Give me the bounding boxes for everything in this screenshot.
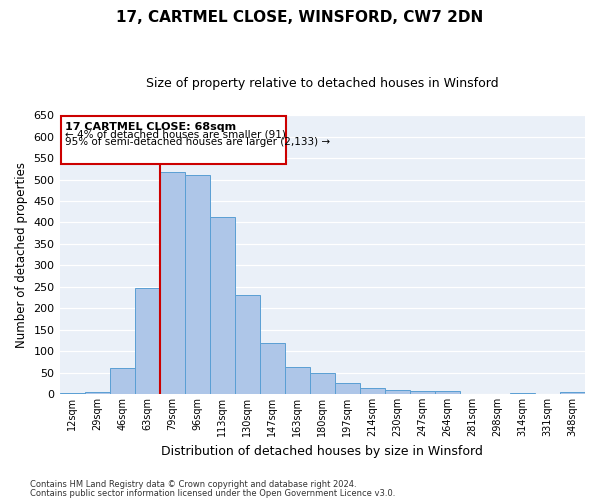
Bar [360,388,385,394]
Bar [435,392,460,394]
Bar [209,218,235,394]
Bar [410,391,435,394]
Bar [110,368,134,394]
Text: 17 CARTMEL CLOSE: 68sqm: 17 CARTMEL CLOSE: 68sqm [65,122,236,132]
Text: Contains HM Land Registry data © Crown copyright and database right 2024.: Contains HM Land Registry data © Crown c… [30,480,356,489]
Text: Contains public sector information licensed under the Open Government Licence v3: Contains public sector information licen… [30,488,395,498]
Bar [61,116,286,164]
Bar [59,392,85,394]
Text: ← 4% of detached houses are smaller (91): ← 4% of detached houses are smaller (91) [65,130,286,140]
Text: 17, CARTMEL CLOSE, WINSFORD, CW7 2DN: 17, CARTMEL CLOSE, WINSFORD, CW7 2DN [116,10,484,25]
Bar [335,384,360,394]
Bar [185,176,209,394]
Bar [134,288,160,394]
Bar [310,374,335,394]
Bar [235,296,260,394]
Title: Size of property relative to detached houses in Winsford: Size of property relative to detached ho… [146,78,499,90]
Text: 95% of semi-detached houses are larger (2,133) →: 95% of semi-detached houses are larger (… [65,136,329,146]
X-axis label: Distribution of detached houses by size in Winsford: Distribution of detached houses by size … [161,444,483,458]
Bar [510,392,535,394]
Bar [560,392,585,394]
Bar [85,392,110,394]
Bar [160,172,185,394]
Bar [285,368,310,394]
Bar [260,342,285,394]
Y-axis label: Number of detached properties: Number of detached properties [15,162,28,348]
Bar [385,390,410,394]
